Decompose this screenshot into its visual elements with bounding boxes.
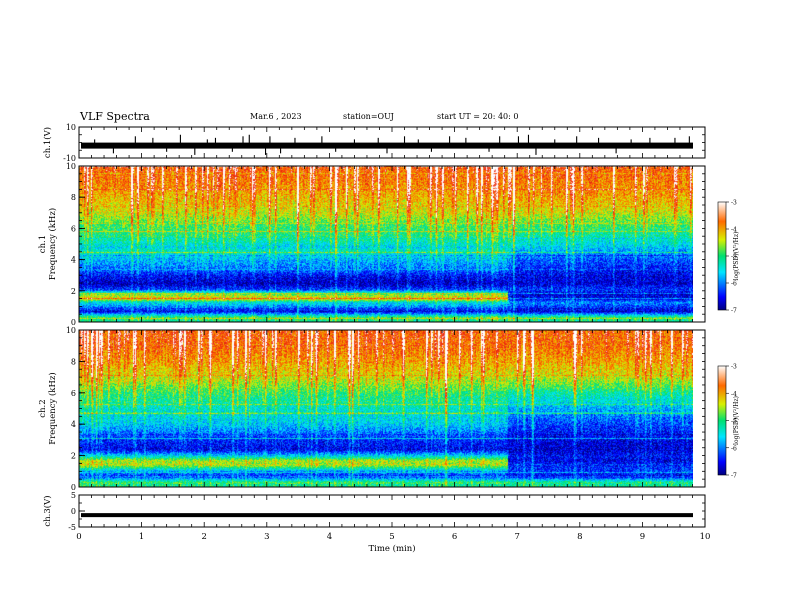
colorbar-tick-label: -7	[731, 473, 737, 480]
x-tick-label: 10	[700, 532, 711, 542]
colorbar-tick-label: -6	[731, 281, 737, 288]
y-axis-label: Frequency (kHz)	[47, 208, 58, 280]
x-tick-label: 1	[139, 532, 144, 542]
x-tick-label: 7	[514, 532, 519, 542]
x-tick-label: 4	[327, 532, 332, 542]
ch2-spectrogram-image	[79, 330, 693, 487]
y-tick-label: -5	[68, 523, 76, 532]
y-tick-label: 6	[71, 389, 76, 398]
y-axis-label: ch.3(V)	[42, 495, 53, 526]
x-tick-label: 5	[389, 532, 394, 542]
x-tick-label: 8	[577, 532, 582, 542]
ch1-spectrogram-image	[79, 166, 693, 322]
x-tick-label: 2	[201, 532, 206, 542]
colorbar-tick-label: -3	[731, 200, 737, 207]
colorbar	[717, 365, 727, 476]
station-label: station=OUJ	[343, 112, 394, 121]
x-tick-label: 3	[264, 532, 269, 542]
x-axis-label: Time (min)	[368, 543, 415, 554]
y-tick-label: 4	[71, 420, 76, 429]
y-tick-label: 10	[66, 123, 76, 132]
start-time-label: start UT = 20: 40: 0	[437, 112, 519, 121]
y-tick-label: 2	[71, 287, 76, 296]
y-tick-label: 8	[71, 193, 76, 202]
colorbar-tick-label: -3	[731, 364, 737, 371]
colorbar-tick-label: -5	[731, 418, 737, 425]
x-tick-label: 9	[640, 532, 645, 542]
date-label: Mar.6 , 2023	[250, 112, 302, 121]
y-tick-label: 0	[71, 318, 76, 327]
colorbar-tick-label: -7	[731, 308, 737, 315]
y-tick-label: -10	[63, 154, 76, 163]
colorbar-tick-label: -6	[731, 445, 737, 452]
colorbar-label: log(PSD)(V²/Hz)	[733, 396, 740, 445]
colorbar-tick-label: -5	[731, 254, 737, 261]
y-axis-label: ch.1	[38, 235, 48, 253]
colorbar	[717, 201, 727, 311]
y-tick-label: 10	[66, 326, 76, 335]
y-tick-label: 10	[66, 162, 76, 171]
x-tick-label: 6	[452, 532, 457, 542]
y-tick-label: 5	[71, 491, 76, 500]
y-tick-label: 0	[71, 483, 76, 492]
colorbar-tick-label: -4	[731, 227, 737, 234]
y-tick-label: 6	[71, 224, 76, 233]
colorbar-label: log(PSD)(V²/Hz)	[733, 232, 740, 281]
chart-title: VLF Spectra	[80, 110, 150, 123]
y-axis-label: ch.1(V)	[42, 127, 53, 158]
x-tick-label: 0	[76, 532, 81, 542]
colorbar-tick-label: -4	[731, 391, 737, 398]
y-tick-label: 8	[71, 357, 76, 366]
y-tick-label: 4	[71, 256, 76, 265]
y-axis-label: Frequency (kHz)	[47, 372, 58, 444]
y-axis-label: ch.2	[38, 399, 48, 417]
y-tick-label: 0	[71, 507, 76, 516]
y-tick-label: 2	[71, 452, 76, 461]
